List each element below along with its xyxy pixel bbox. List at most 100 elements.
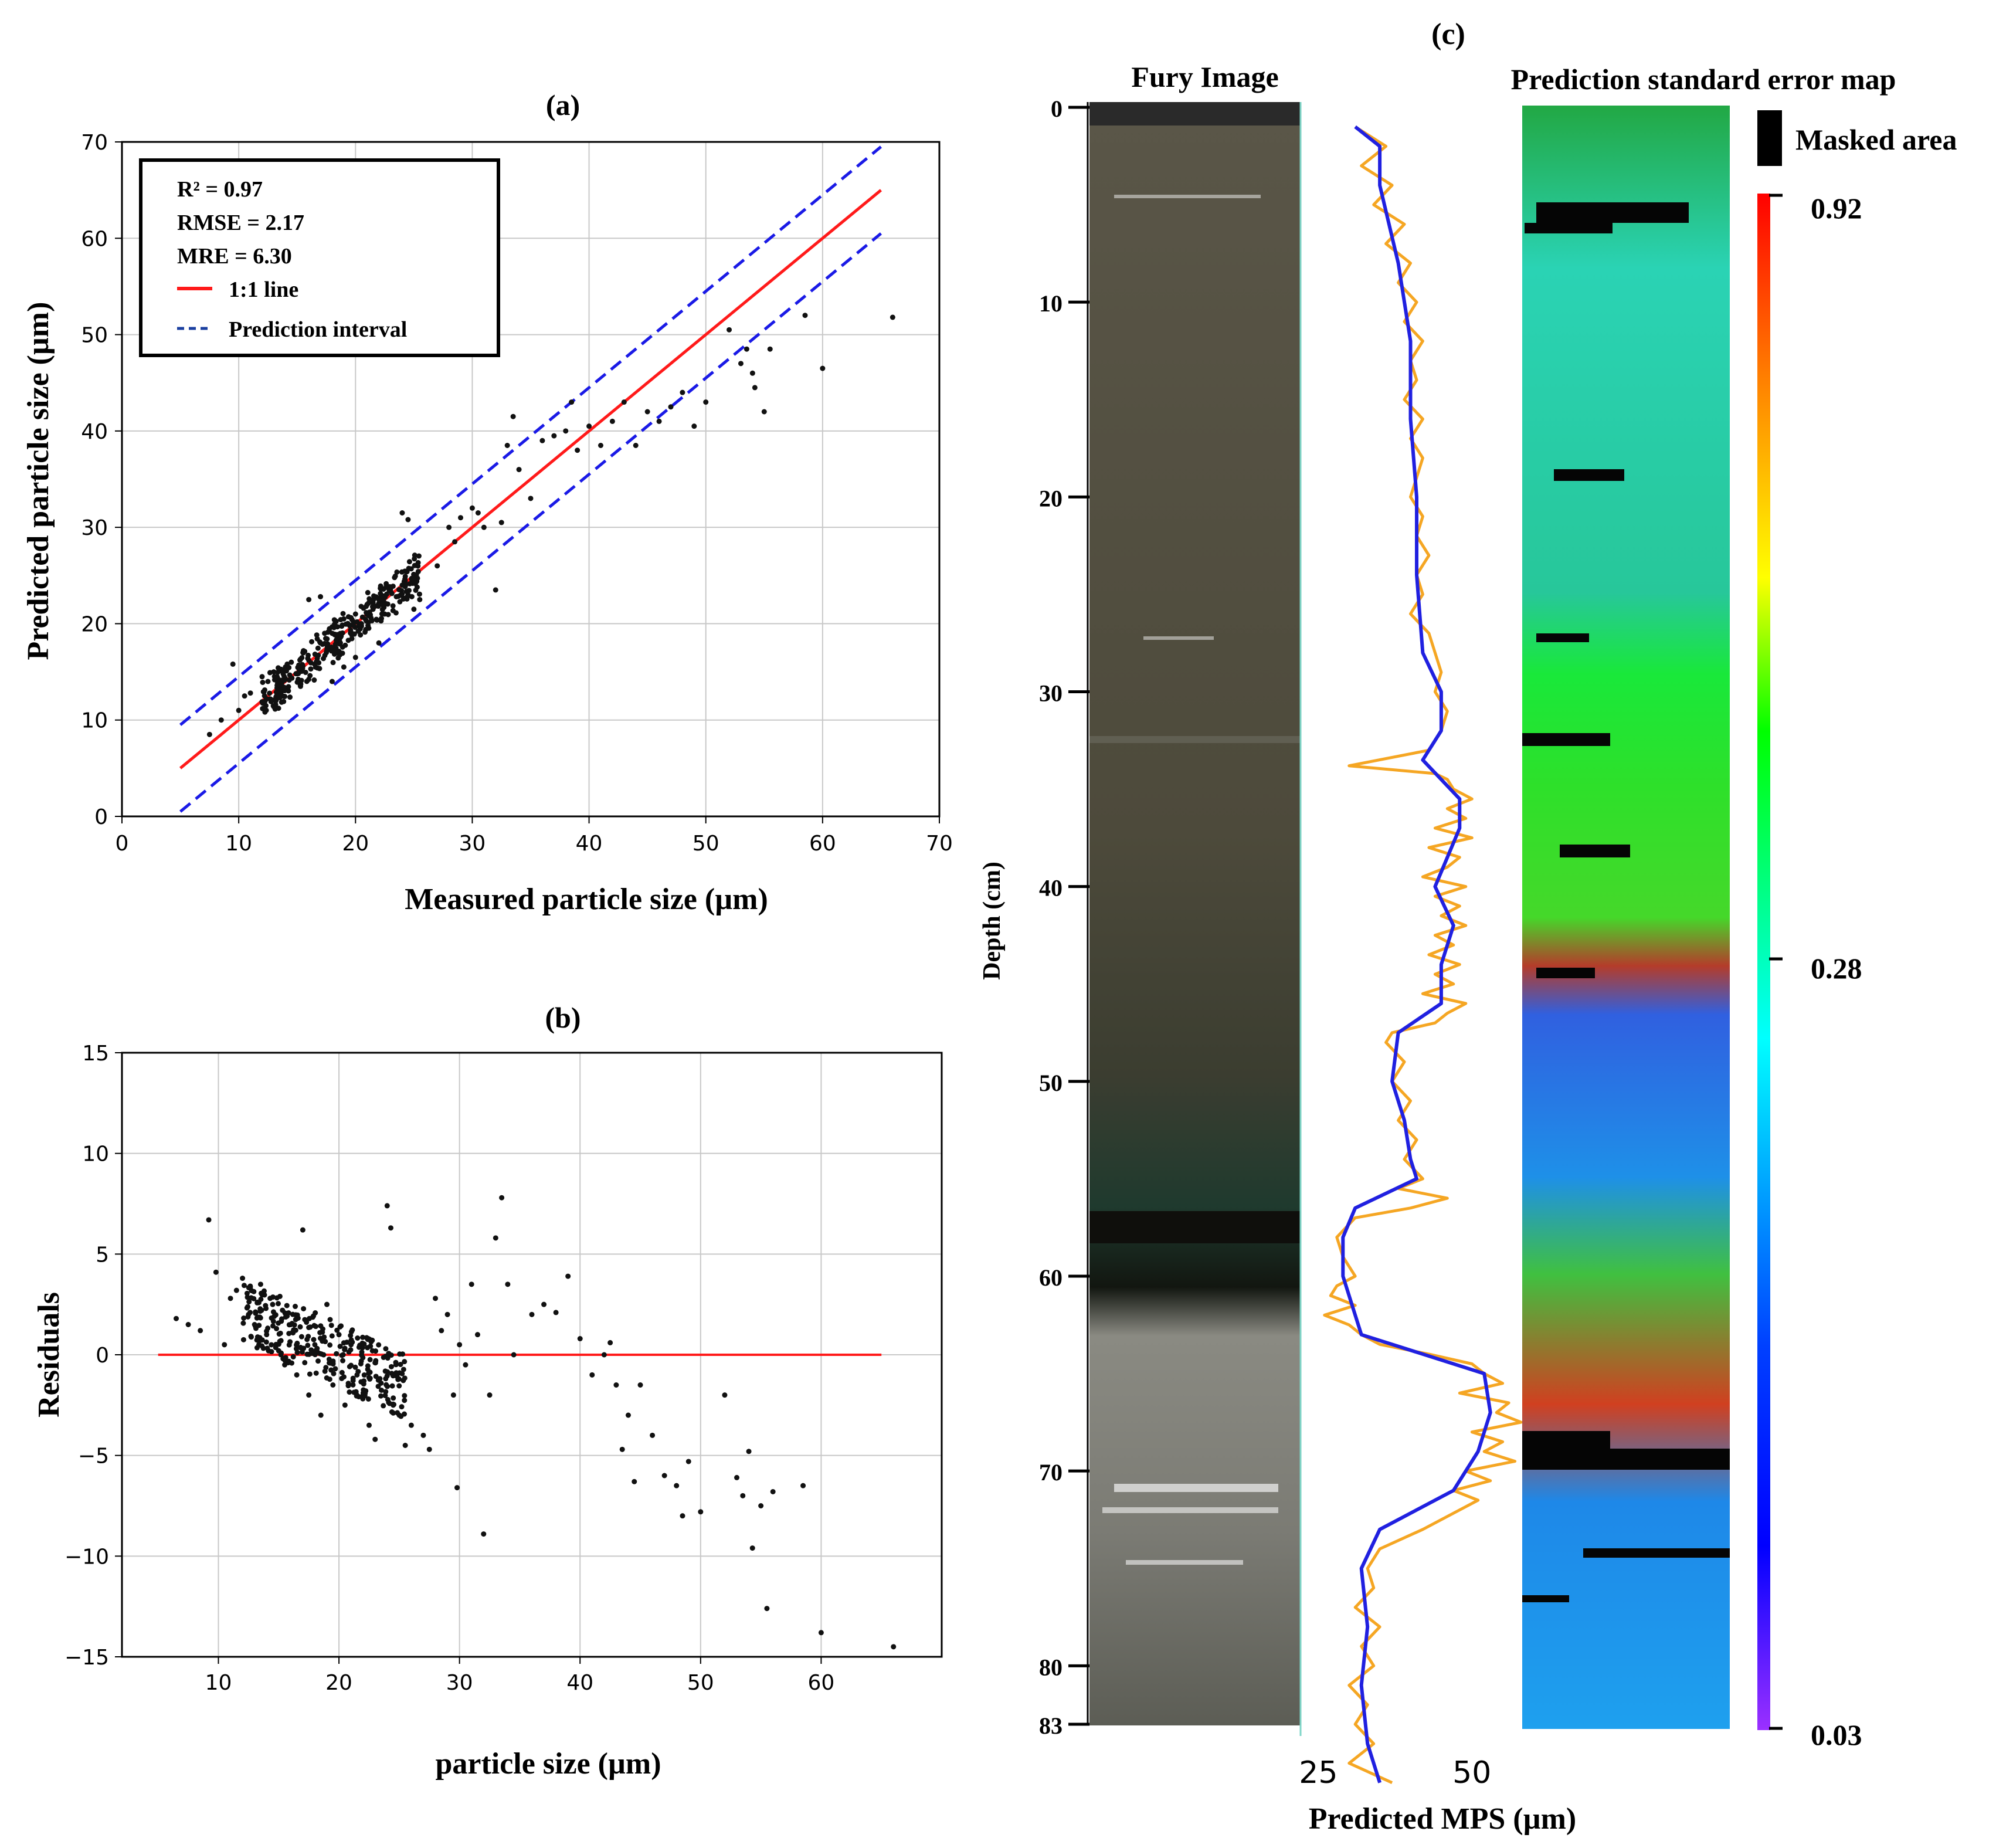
b-point [661,1473,667,1479]
mps-tick-label: 50 [1452,1755,1491,1791]
a-point [259,674,265,680]
panel-c-title: (c) [1431,18,1465,51]
a-point [329,679,335,684]
mps-axis-label: Predicted MPS (µm) [1309,1802,1576,1836]
b-point [293,1327,298,1333]
a-point [404,569,410,575]
depth-tick-label: 50 [1039,1070,1063,1096]
b-point [420,1432,426,1438]
legend-fit-label: 1:1 line [229,277,298,302]
a-point [340,650,345,656]
a-point [362,616,368,622]
a-point [280,667,286,673]
b-point [359,1349,365,1355]
a-point [340,622,345,628]
b-point [400,1366,406,1372]
b-point [257,1306,263,1312]
b-point [266,1348,271,1354]
b-point [277,1338,283,1344]
b-point [361,1341,367,1347]
b-point [263,1339,269,1345]
a-point [366,600,372,606]
depth-axis: 0 10 20 30 40 50 60 70 80 83 [1039,96,1089,1739]
a-point [345,620,351,626]
a-point [392,573,398,579]
a-point [287,672,293,678]
a-ytick-label: 40 [81,420,108,444]
b-point [345,1383,351,1389]
a-point [691,423,697,429]
b-point [722,1392,728,1398]
a-xtick-label: 60 [809,832,836,856]
a-point [379,611,385,617]
mps-smoothed-trace [1341,125,1492,1783]
b-point [383,1376,389,1382]
a-point [311,677,317,683]
b-point [444,1311,450,1317]
a-point [416,553,422,559]
b-point [734,1474,739,1480]
a-point [327,626,332,632]
depth-tick-label: 0 [1051,96,1063,122]
a-point [298,677,304,683]
a-point [396,586,402,592]
a-point [337,640,343,646]
a-point [330,660,336,666]
b-point [322,1368,328,1374]
a-point [413,587,419,593]
a-point [703,399,709,405]
b-point [277,1293,283,1299]
a-point [297,683,303,689]
a-point [315,645,321,651]
a-point [405,517,411,523]
a-point [334,632,340,638]
b-point [294,1342,300,1348]
a-point [371,597,376,603]
b-point [254,1345,260,1351]
b-point [337,1324,343,1330]
b-point [613,1382,619,1388]
b-point [381,1403,386,1409]
a-point [303,670,308,676]
legend-rmse: RMSE = 2.17 [177,211,304,235]
a-xtick-label: 70 [926,832,953,856]
b-point [398,1361,403,1367]
a-point [539,438,545,443]
b-point [399,1371,405,1376]
a-point [504,443,510,448]
b-point [244,1305,250,1311]
a-point [379,606,385,612]
depth-tick-label: 40 [1039,875,1063,901]
b-point [245,1294,250,1300]
b-point [233,1287,239,1293]
b-point [306,1392,312,1398]
b-point [350,1382,356,1388]
a-point [332,621,338,627]
b-ytick-label: −15 [65,1646,109,1670]
legend-r2: R² = 0.97 [177,177,263,202]
a-ytick-label: 50 [81,324,108,348]
b-point [391,1410,396,1416]
b-point [339,1375,345,1381]
depth-tick-label: 80 [1039,1654,1063,1680]
b-point [241,1315,247,1321]
a-point [412,556,417,562]
b-point [294,1372,300,1378]
b-point [800,1483,806,1488]
b-point [258,1296,264,1302]
b-point [373,1374,379,1379]
b-point [385,1355,391,1361]
a-point [279,699,284,705]
b-point [327,1342,333,1348]
a-point [261,689,267,695]
b-xtick-label: 40 [566,1671,593,1695]
a-point [270,703,276,709]
a-ytick-label: 0 [94,805,108,829]
a-xtick-label: 30 [459,832,486,856]
a-point [345,614,351,620]
a-point [333,637,339,643]
b-point [368,1339,374,1345]
a-point [348,630,354,636]
b-point [390,1373,396,1379]
b-point [304,1351,310,1357]
